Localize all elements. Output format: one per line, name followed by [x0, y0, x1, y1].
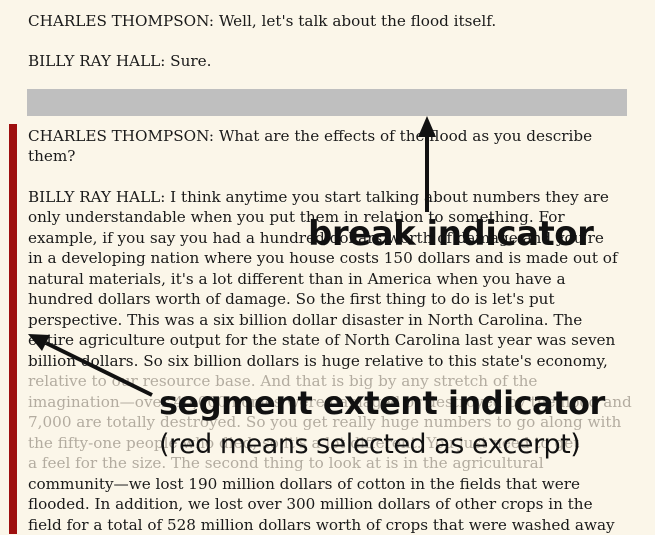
transcript-line: CHARLES THOMPSON: What are the effects o…: [28, 127, 593, 145]
transcript-line: example, if you say you had a hundred do…: [28, 229, 604, 247]
transcript-line: billion dollars. So six billion dollars …: [28, 352, 608, 370]
break-indicator-arrow-icon: [418, 116, 436, 212]
segment-indicator-label: segment extent indicator: [159, 384, 605, 422]
transcript-line: perspective. This was a six billion doll…: [28, 311, 583, 329]
transcript-line: BILLY RAY HALL: I think anytime you star…: [28, 188, 609, 206]
transcript-line: field for a total of 528 million dollars…: [28, 516, 615, 534]
transcript-line: community—we lost 190 million dollars of…: [28, 475, 580, 493]
transcript-line: flooded. In addition, we lost over 300 m…: [28, 495, 593, 513]
segment-extent-indicator[interactable]: [9, 124, 17, 534]
transcript-line: BILLY RAY HALL: Sure.: [28, 52, 212, 70]
transcript-line: a feel for the size. The second thing to…: [28, 454, 544, 472]
break-indicator-bar[interactable]: [27, 89, 627, 116]
transcript-line: only understandable when you put them in…: [28, 208, 565, 226]
break-indicator-label: break indicator: [308, 214, 594, 254]
transcript-line: the fifty-one people who died, so it's a…: [28, 434, 580, 452]
transcript-line: 7,000 are totally destroyed. So you get …: [28, 413, 622, 431]
transcript-line: entire agriculture output for the state …: [28, 331, 616, 349]
transcript-line: CHARLES THOMPSON: Well, let's talk about…: [28, 12, 497, 30]
transcript-line: in a developing nation where you house c…: [28, 249, 618, 267]
transcript-line: relative to our resource base. And that …: [28, 372, 538, 390]
transcript-line: imagination—over 40,000 homes were damag…: [28, 393, 632, 411]
transcript-line: hundred dollars worth of damage. So the …: [28, 290, 555, 308]
segment-indicator-arrow-icon: [28, 334, 153, 397]
transcript-line: them?: [28, 147, 76, 165]
segment-indicator-note: (red means selected as excerpt): [159, 429, 581, 460]
transcript-line: natural materials, it's a lot different …: [28, 270, 566, 288]
